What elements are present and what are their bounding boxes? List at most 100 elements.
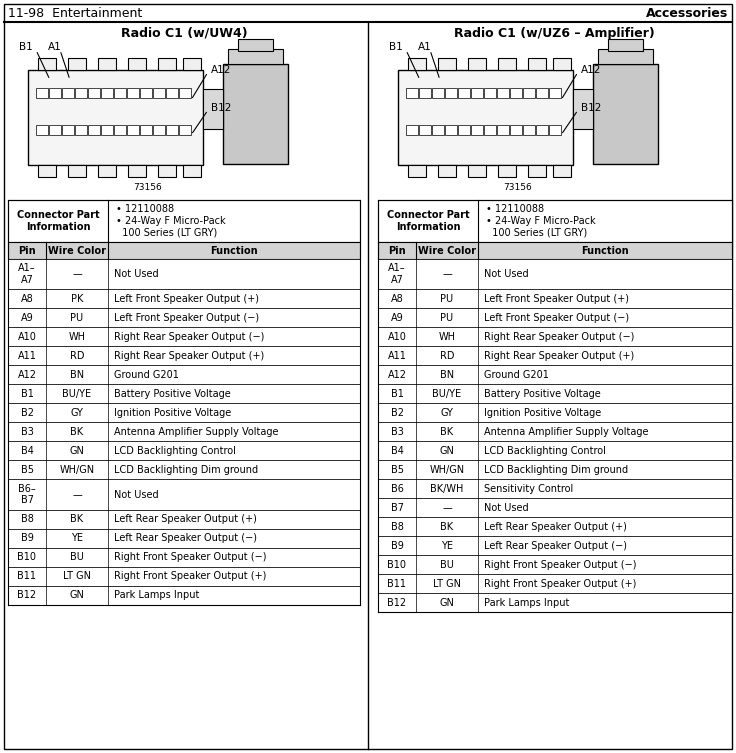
Bar (8, 567, 360, 586)
Bar (36, 88, 48, 98)
Bar (497, 125, 509, 135)
Bar (8, 510, 360, 529)
Text: BU: BU (70, 552, 84, 562)
Bar (8, 529, 360, 547)
Text: A12: A12 (581, 65, 601, 75)
Bar (88, 88, 100, 98)
Text: WH: WH (68, 332, 85, 342)
Bar (549, 125, 561, 135)
Text: Left Front Speaker Output (−): Left Front Speaker Output (−) (484, 313, 629, 323)
Text: 73156: 73156 (503, 182, 532, 191)
Bar (378, 200, 732, 242)
Text: PU: PU (440, 313, 453, 323)
Bar (468, 165, 486, 177)
Text: WH/GN: WH/GN (60, 465, 94, 475)
Text: B4: B4 (391, 446, 403, 456)
Bar (378, 480, 732, 498)
Bar (593, 64, 658, 164)
Bar (378, 517, 732, 536)
Text: —: — (72, 270, 82, 279)
Text: GN: GN (439, 446, 454, 456)
Text: LCD Backlighting Dim ground: LCD Backlighting Dim ground (484, 465, 628, 475)
Text: BN: BN (70, 370, 84, 380)
Text: GN: GN (439, 598, 454, 608)
Bar (101, 88, 113, 98)
Bar (378, 384, 732, 404)
Bar (471, 125, 483, 135)
Bar (62, 88, 74, 98)
Text: Left Front Speaker Output (−): Left Front Speaker Output (−) (114, 313, 259, 323)
Text: Left Rear Speaker Output (+): Left Rear Speaker Output (+) (114, 514, 257, 524)
Text: PU: PU (71, 313, 84, 323)
Bar (523, 125, 535, 135)
Bar (378, 259, 732, 289)
Bar (8, 200, 360, 242)
Text: LCD Backlighting Control: LCD Backlighting Control (484, 446, 606, 456)
Bar (468, 58, 486, 70)
Text: Right Rear Speaker Output (+): Right Rear Speaker Output (+) (114, 351, 264, 361)
Text: A10: A10 (388, 332, 406, 342)
Bar (127, 88, 139, 98)
Text: BU/YE: BU/YE (63, 389, 91, 399)
Text: B1: B1 (21, 389, 33, 399)
Text: B10: B10 (18, 552, 37, 562)
Bar (128, 165, 146, 177)
Bar (378, 422, 732, 441)
Text: Battery Positive Voltage: Battery Positive Voltage (484, 389, 601, 399)
Text: RD: RD (70, 351, 84, 361)
Text: 73156: 73156 (134, 182, 163, 191)
Text: A9: A9 (391, 313, 403, 323)
Text: BU/YE: BU/YE (433, 389, 461, 399)
Text: Connector Part
Information: Connector Part Information (386, 210, 470, 232)
Text: B8: B8 (21, 514, 33, 524)
Bar (75, 125, 87, 135)
Bar (432, 88, 444, 98)
Text: Pin: Pin (18, 245, 36, 255)
Bar (62, 125, 74, 135)
Text: Not Used: Not Used (484, 503, 528, 513)
Text: Left Rear Speaker Output (−): Left Rear Speaker Output (−) (114, 533, 257, 544)
Bar (128, 58, 146, 70)
Bar (88, 125, 100, 135)
Text: A1: A1 (418, 42, 432, 52)
Bar (378, 404, 732, 422)
Bar (183, 165, 201, 177)
Bar (378, 556, 732, 575)
Text: B1: B1 (391, 389, 403, 399)
Text: B5: B5 (21, 465, 34, 475)
Text: Right Front Speaker Output (−): Right Front Speaker Output (−) (114, 552, 266, 562)
Bar (8, 480, 360, 510)
Text: • 12110088
• 24-Way F Micro-Pack
  100 Series (LT GRY): • 12110088 • 24-Way F Micro-Pack 100 Ser… (486, 204, 595, 238)
Text: B12: B12 (581, 103, 601, 113)
Bar (573, 89, 593, 129)
Text: Not Used: Not Used (114, 270, 159, 279)
Bar (378, 575, 732, 593)
Text: B3: B3 (391, 427, 403, 437)
Bar (8, 242, 360, 259)
Bar (378, 460, 732, 480)
Text: A1–
A7: A1– A7 (18, 264, 36, 285)
Text: B12: B12 (387, 598, 406, 608)
Bar (8, 309, 360, 328)
Text: Ground G201: Ground G201 (114, 370, 179, 380)
Bar (378, 242, 732, 259)
Bar (553, 58, 571, 70)
Bar (8, 384, 360, 404)
Text: B4: B4 (21, 446, 33, 456)
Text: Pin: Pin (388, 245, 406, 255)
Text: Park Lamps Input: Park Lamps Input (484, 598, 570, 608)
Text: Antenna Amplifier Supply Voltage: Antenna Amplifier Supply Voltage (114, 427, 278, 437)
Bar (445, 88, 457, 98)
Text: B2: B2 (391, 408, 403, 418)
Bar (498, 165, 516, 177)
Text: LCD Backlighting Dim ground: LCD Backlighting Dim ground (114, 465, 258, 475)
Bar (166, 125, 178, 135)
Text: A9: A9 (21, 313, 33, 323)
Text: A8: A8 (21, 294, 33, 304)
Text: Left Front Speaker Output (+): Left Front Speaker Output (+) (484, 294, 629, 304)
Text: —: — (442, 270, 452, 279)
Text: Right Rear Speaker Output (+): Right Rear Speaker Output (+) (484, 351, 634, 361)
Bar (608, 39, 643, 51)
Bar (398, 70, 573, 165)
Text: Antenna Amplifier Supply Voltage: Antenna Amplifier Supply Voltage (484, 427, 648, 437)
